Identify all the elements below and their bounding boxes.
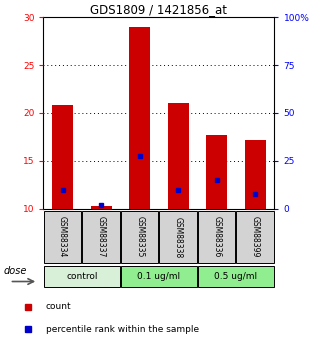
Bar [121,266,197,287]
Bar [44,266,120,287]
Bar [52,105,73,209]
Bar [198,266,274,287]
Text: 0.5 ug/ml: 0.5 ug/ml [214,272,257,281]
Bar [159,211,197,263]
Text: GSM88334: GSM88334 [58,217,67,258]
Bar [245,140,266,209]
Bar [121,211,159,263]
Bar [206,135,227,209]
Text: 0.1 ug/ml: 0.1 ug/ml [137,272,180,281]
Bar [82,211,120,263]
Text: dose: dose [4,266,27,276]
Text: GSM88338: GSM88338 [174,217,183,258]
Text: control: control [66,272,98,281]
Text: GSM88337: GSM88337 [97,217,106,258]
Bar [168,104,189,209]
Bar [198,211,236,263]
Bar [236,211,274,263]
Bar [44,211,82,263]
Bar [129,27,150,209]
Text: GSM88335: GSM88335 [135,217,144,258]
Text: percentile rank within the sample: percentile rank within the sample [46,325,199,334]
Text: count: count [46,302,71,311]
Text: GSM88399: GSM88399 [251,217,260,258]
Title: GDS1809 / 1421856_at: GDS1809 / 1421856_at [91,3,227,16]
Bar [91,206,112,209]
Text: GSM88336: GSM88336 [212,217,221,258]
